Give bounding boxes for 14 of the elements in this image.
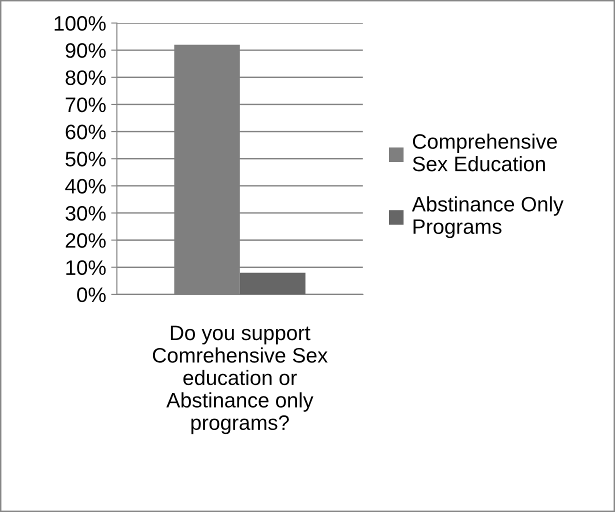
y-tick-label: 30%: [66, 206, 106, 221]
y-tick-label: 60%: [66, 124, 106, 140]
y-tick-label: 80%: [66, 70, 106, 86]
legend-label: Comprehensive Sex Education: [412, 134, 557, 172]
y-tick-label: 20%: [66, 233, 106, 248]
legend-label: Abstinance Only Programs: [412, 196, 564, 238]
x-tick-label: Do you support Comrehensive Sex education or Abstinance only programs?: [152, 326, 328, 434]
y-tick-label: 40%: [65, 178, 106, 194]
y-tick-label: 50%: [66, 152, 106, 166]
y-tick-label: 90%: [66, 43, 106, 58]
y-tick-label: 100%: [54, 16, 106, 31]
y-tick-label: 10%: [66, 260, 106, 276]
y-tick-label: 70%: [66, 97, 106, 112]
y-tick-label: 0%: [77, 287, 106, 302]
